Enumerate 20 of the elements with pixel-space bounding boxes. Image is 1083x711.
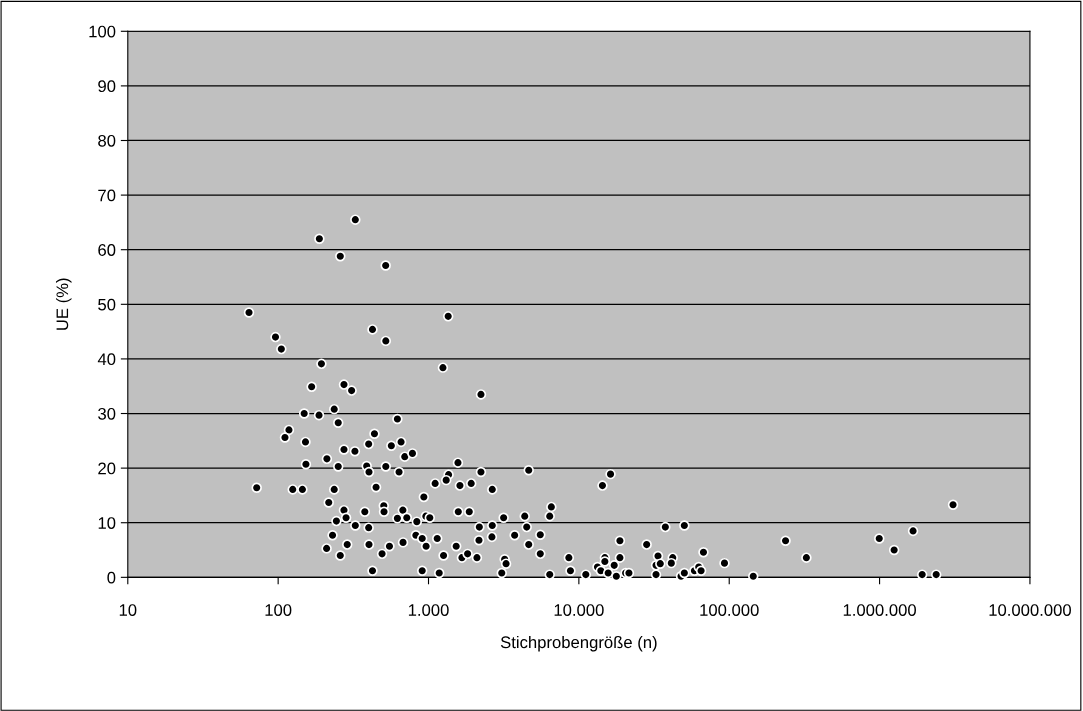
y-tick-label: 20 [98, 462, 116, 475]
y-tick-label: 80 [98, 134, 116, 147]
y-tick-label: 70 [98, 189, 116, 202]
x-tick-label: 1.000.000 [843, 604, 916, 616]
y-tick-label: 50 [98, 298, 116, 311]
y-tick-label: 90 [98, 80, 116, 93]
x-tick-label: 1.000 [408, 604, 449, 616]
y-tick-label: 0 [107, 571, 116, 584]
x-tick-label: 100 [265, 604, 292, 616]
x-tick-label: 100.000 [700, 604, 759, 616]
y-tick-label: 60 [98, 244, 116, 256]
x-tick-label: 10 [119, 604, 137, 616]
y-tick-label: 100 [89, 25, 116, 38]
y-tick-label: 30 [98, 407, 116, 420]
x-tick-label: 10.000 [554, 604, 604, 616]
y-tick-label: 10 [98, 517, 116, 529]
y-tick-label: 40 [97, 353, 116, 366]
x-axis-title: Stichprobengröße (n) [500, 635, 657, 652]
y-axis-title: UE (%) [55, 278, 72, 330]
x-tick-label: 10.000.000 [989, 604, 1071, 616]
